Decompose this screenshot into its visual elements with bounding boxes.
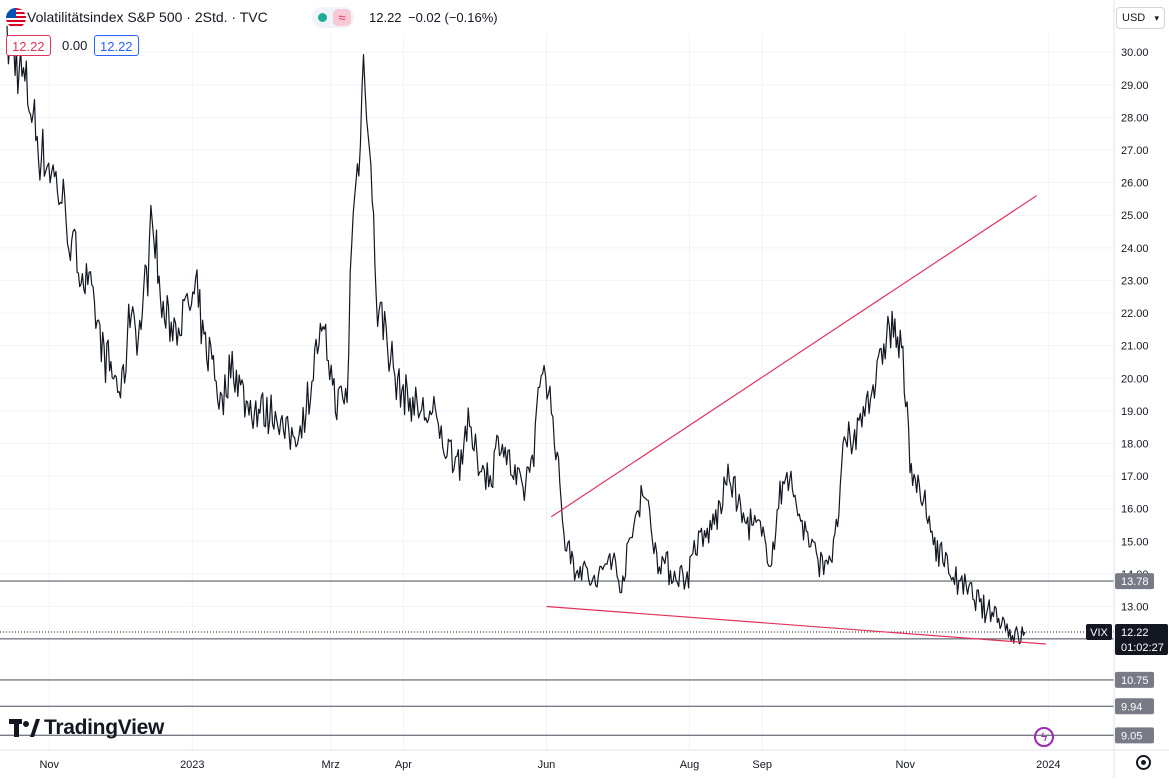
x-tick-label: Aug (680, 759, 700, 771)
y-tick-label: 20.00 (1121, 373, 1149, 385)
price-change-value: −0.02 (−0.16%) (408, 10, 498, 25)
y-tick-label: 28.00 (1121, 112, 1149, 124)
y-tick-label: 13.00 (1121, 602, 1149, 614)
x-tick-label: Sep (752, 759, 772, 771)
y-tick-label: 24.00 (1121, 243, 1149, 255)
y-tick-label: 22.00 (1121, 308, 1149, 320)
y-tick-label: 30.00 (1121, 47, 1149, 59)
y-tick-label: 17.00 (1121, 471, 1149, 483)
last-price-tag (1115, 623, 1168, 655)
currency-label: USD (1122, 12, 1146, 24)
close-price-box[interactable]: 12.22 (94, 35, 139, 56)
symbol-tag-label: VIX (1090, 627, 1108, 639)
y-tick-label: 26.00 (1121, 178, 1149, 190)
open-price-box[interactable]: 12.22 (6, 35, 51, 56)
y-tick-label: 16.00 (1121, 504, 1149, 516)
chevron-down-icon: ▾ (1154, 13, 1159, 23)
level-tag-label: 9.94 (1121, 701, 1142, 713)
last-price-value: 12.22 (369, 10, 402, 25)
level-tag-label: 10.75 (1121, 675, 1149, 687)
symbol-tag (1086, 623, 1112, 640)
flash-icon[interactable]: ϟ (1034, 727, 1054, 747)
y-tick-label: 21.00 (1121, 341, 1149, 353)
x-tick-label: 2023 (180, 759, 204, 771)
symbol-title[interactable]: Volatilitätsindex S&P 500 · 2Std. · TVC (27, 9, 268, 25)
x-tick-label: Nov (895, 759, 915, 771)
level-tag-label: 13.78 (1121, 576, 1149, 588)
x-tick-label: Jun (538, 759, 556, 771)
x-tick-label: 2024 (1036, 759, 1060, 771)
tradingview-logo[interactable]: TradingView (9, 716, 164, 740)
brand-name: TradingView (44, 716, 165, 739)
spread-value: 0.00 (62, 38, 88, 53)
y-tick-label: 19.00 (1121, 406, 1149, 418)
y-tick-label: 25.00 (1121, 210, 1149, 222)
tradingview-mark-icon (9, 719, 40, 737)
x-tick-label: Nov (39, 759, 59, 771)
us-flag-icon (6, 8, 26, 28)
price-line (6, 25, 1026, 645)
y-tick-label: 23.00 (1121, 275, 1149, 287)
y-tick-label: 29.00 (1121, 80, 1149, 92)
countdown-label: 01:02:27 (1121, 642, 1164, 654)
level-tag (1115, 671, 1154, 688)
trendline (550, 195, 1037, 518)
y-tick-label: 18.00 (1121, 438, 1149, 450)
currency-selector[interactable]: USD ▾ (1116, 7, 1165, 29)
settings-gear-icon[interactable] (1136, 755, 1151, 770)
y-tick-label: 15.00 (1121, 536, 1149, 548)
market-status-dot-icon (318, 13, 327, 22)
y-tick-label: 27.00 (1121, 145, 1149, 157)
trendline (546, 605, 1047, 645)
wave-icon[interactable]: ≈ (333, 9, 351, 26)
level-tag (1115, 573, 1154, 590)
level-tag (1115, 727, 1154, 744)
last-price-tag-label: 12.22 (1121, 627, 1149, 639)
level-tag-label: 9.05 (1121, 730, 1142, 742)
x-tick-label: Apr (395, 759, 412, 771)
x-tick-label: Mrz (322, 759, 340, 771)
level-tag (1115, 698, 1154, 715)
